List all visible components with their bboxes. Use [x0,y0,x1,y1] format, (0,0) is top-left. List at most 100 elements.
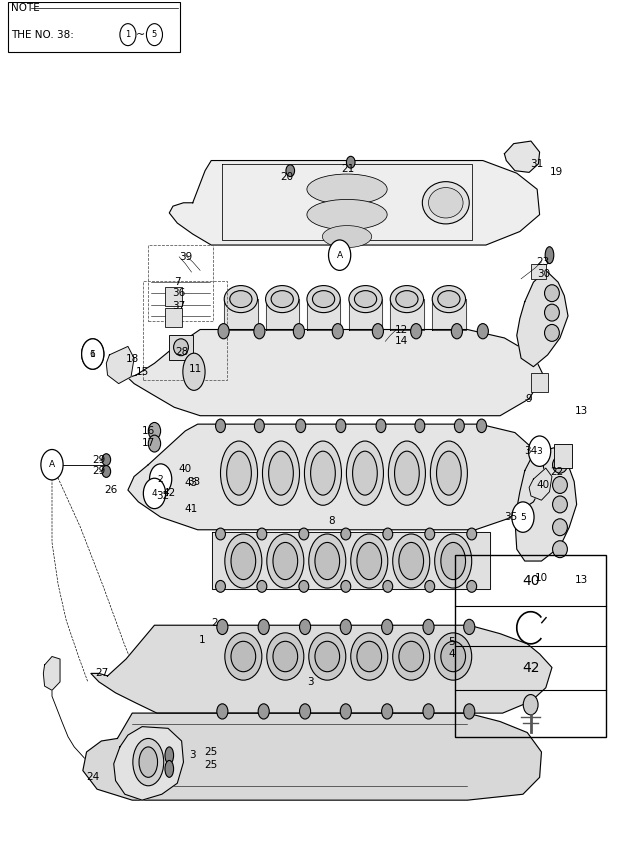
Text: 31: 31 [531,159,544,169]
Ellipse shape [257,581,267,592]
Ellipse shape [383,528,392,540]
Ellipse shape [216,528,226,540]
Ellipse shape [351,534,388,588]
Ellipse shape [383,581,392,592]
Text: 18: 18 [126,354,139,364]
Polygon shape [128,330,543,416]
Text: 5: 5 [520,512,526,522]
Ellipse shape [254,324,265,339]
Ellipse shape [464,619,475,634]
Ellipse shape [423,704,434,719]
Polygon shape [390,299,423,330]
Ellipse shape [273,543,298,580]
Ellipse shape [340,619,352,634]
Polygon shape [83,713,541,801]
Text: 20: 20 [280,172,293,182]
Ellipse shape [296,419,306,432]
Ellipse shape [224,286,257,313]
Circle shape [82,339,104,369]
Ellipse shape [353,451,378,495]
Ellipse shape [355,291,377,308]
Text: 32: 32 [156,491,170,501]
Text: A: A [49,460,55,469]
Ellipse shape [451,324,463,339]
Circle shape [41,449,63,480]
Ellipse shape [165,761,174,778]
Text: 2: 2 [211,617,218,628]
Text: 21: 21 [342,164,355,174]
Circle shape [149,464,172,494]
Ellipse shape [227,451,251,495]
Text: 25: 25 [205,761,218,771]
Ellipse shape [217,619,228,634]
Ellipse shape [454,419,464,432]
Ellipse shape [392,633,430,680]
Text: 3: 3 [537,447,542,455]
Ellipse shape [410,324,422,339]
Ellipse shape [415,419,425,432]
Ellipse shape [341,581,351,592]
Ellipse shape [435,534,472,588]
Ellipse shape [307,199,387,230]
Ellipse shape [340,704,352,719]
Ellipse shape [347,441,383,505]
Bar [531,264,546,279]
Polygon shape [128,424,546,530]
Ellipse shape [544,285,559,302]
Bar [531,373,548,392]
Ellipse shape [231,543,255,580]
Ellipse shape [477,419,487,432]
Ellipse shape [262,441,299,505]
Ellipse shape [441,641,466,672]
Text: 3: 3 [307,677,313,687]
Ellipse shape [392,534,430,588]
Ellipse shape [293,324,304,339]
Ellipse shape [139,747,157,778]
Ellipse shape [396,291,418,308]
Polygon shape [505,141,539,172]
Text: 1: 1 [198,634,205,644]
Ellipse shape [388,441,425,505]
Text: 29: 29 [92,455,105,465]
Ellipse shape [436,451,461,495]
Ellipse shape [183,353,205,390]
Text: 2: 2 [158,475,164,483]
Ellipse shape [312,291,335,308]
Text: 43: 43 [185,478,198,488]
Polygon shape [515,448,577,561]
Ellipse shape [265,286,299,313]
Ellipse shape [357,641,381,672]
Text: A: A [337,251,343,259]
Text: 13: 13 [575,406,588,416]
Circle shape [329,240,351,271]
Ellipse shape [258,619,269,634]
Text: 9: 9 [526,393,533,404]
Ellipse shape [552,496,567,513]
Ellipse shape [399,641,423,672]
Ellipse shape [381,619,392,634]
Text: 23: 23 [537,257,550,267]
Text: 11: 11 [189,365,203,374]
Polygon shape [113,727,184,801]
Text: 6: 6 [90,349,95,359]
Ellipse shape [267,534,304,588]
Ellipse shape [423,619,434,634]
Ellipse shape [299,619,311,634]
Text: 29: 29 [92,466,105,477]
Bar [7,2,180,53]
Text: 16: 16 [141,426,155,436]
Ellipse shape [311,451,335,495]
Ellipse shape [309,534,346,588]
Ellipse shape [254,419,264,432]
Text: 36: 36 [172,288,186,298]
Circle shape [82,339,104,369]
Ellipse shape [102,454,110,466]
Text: 26: 26 [105,485,118,495]
Ellipse shape [441,543,466,580]
Ellipse shape [332,324,343,339]
Text: 4: 4 [152,489,157,498]
Ellipse shape [425,581,435,592]
Circle shape [143,478,166,509]
Polygon shape [265,299,299,330]
Text: 5: 5 [449,637,455,647]
